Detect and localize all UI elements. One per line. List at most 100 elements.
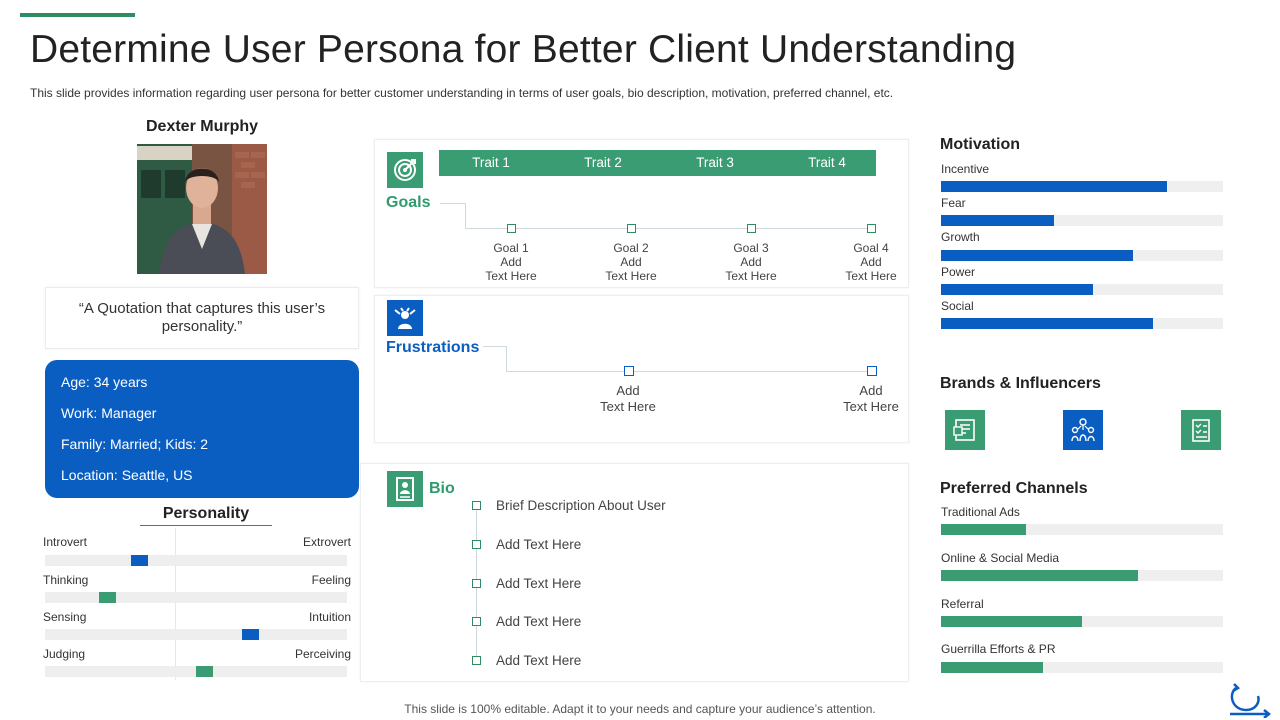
trait-right-label: Feeling <box>311 573 351 587</box>
goals-timeline <box>465 228 872 229</box>
bio-item: Add Text Here <box>496 653 582 668</box>
bio-node <box>472 617 481 626</box>
bio-node <box>472 579 481 588</box>
trait-2-label: Trait 2 <box>584 155 622 170</box>
bio-panel <box>360 463 909 682</box>
accent-bar <box>20 13 135 17</box>
persona-photo <box>137 144 267 274</box>
channel-label: Online & Social Media <box>941 551 1060 565</box>
motivation-bar-fill <box>941 318 1153 329</box>
target-icon <box>387 152 423 188</box>
bio-item: Add Text Here <box>496 614 582 629</box>
motivation-bar <box>941 215 1223 226</box>
goals-connector <box>465 203 466 228</box>
motivation-label: Power <box>941 265 976 279</box>
goal-1-node <box>507 224 516 233</box>
trait-3-label: Trait 3 <box>696 155 734 170</box>
trait-right-label: Perceiving <box>294 647 351 661</box>
personality-underline <box>140 525 272 526</box>
motivation-bar <box>941 284 1223 295</box>
channel-bar-fill <box>941 662 1043 673</box>
trait-marker <box>131 555 148 566</box>
frustration-2-node <box>867 366 877 376</box>
motivation-title: Motivation <box>940 136 1020 153</box>
persona-quote: “A Quotation that captures this user’s p… <box>45 287 359 349</box>
motivation-bar <box>941 318 1223 329</box>
trait-right-label: Extrovert <box>302 535 351 549</box>
frustrations-panel <box>374 295 909 443</box>
trait-left-label: Judging <box>43 647 86 661</box>
frustrations-timeline <box>506 371 872 372</box>
trait-bar <box>439 150 876 176</box>
trait-marker <box>99 592 116 603</box>
brands-title: Brands & Influencers <box>940 375 1101 392</box>
bio-item: Brief Description About User <box>496 498 666 513</box>
bio-item: Add Text Here <box>496 537 582 552</box>
bio-label: Bio <box>429 480 455 497</box>
frustration-1-node <box>624 366 634 376</box>
persona-age: Age: 34 years <box>61 374 148 390</box>
persona-family: Family: Married; Kids: 2 <box>61 436 209 452</box>
goal-3-node <box>747 224 756 233</box>
channel-bar-fill <box>941 616 1082 627</box>
bio-node <box>472 656 481 665</box>
motivation-bar-fill <box>941 215 1054 226</box>
footer-note: This slide is 100% editable. Adapt it to… <box>404 702 876 716</box>
goals-label: Goals <box>386 194 431 211</box>
goals-panel <box>374 139 909 288</box>
goal-2-text: Goal 2 Add Text Here <box>605 241 657 283</box>
trait-right-label: Intuition <box>308 610 351 624</box>
channel-bar-fill <box>941 524 1026 535</box>
persona-info-card: Age: 34 years Work: Manager Family: Marr… <box>45 360 359 498</box>
bio-node <box>472 501 481 510</box>
document-list-icon <box>945 410 985 450</box>
channel-label: Referral <box>941 597 984 611</box>
bio-item: Add Text Here <box>496 576 582 591</box>
bio-document-icon <box>387 471 423 507</box>
channel-bar <box>941 616 1223 627</box>
goal-1-text: Goal 1 Add Text Here <box>485 241 537 283</box>
goal-3-text: Goal 3 Add Text Here <box>725 241 777 283</box>
channel-bar <box>941 524 1223 535</box>
motivation-bar <box>941 250 1223 261</box>
motivation-label: Social <box>941 299 974 313</box>
goal-2-node <box>627 224 636 233</box>
persona-name: Dexter Murphy <box>145 118 259 135</box>
channel-bar-fill <box>941 570 1139 581</box>
motivation-bar <box>941 181 1223 192</box>
goals-connector <box>440 203 465 204</box>
trait-slider <box>45 555 347 566</box>
channel-label: Traditional Ads <box>941 505 1020 519</box>
personality-divider <box>175 528 176 680</box>
people-network-icon <box>1063 410 1103 450</box>
persona-location: Location: Seattle, US <box>61 467 193 483</box>
trait-slider <box>45 629 347 640</box>
frustrations-connector <box>483 346 506 347</box>
channel-bar <box>941 662 1223 673</box>
trait-marker <box>242 629 259 640</box>
motivation-label: Incentive <box>941 162 990 176</box>
page-title: Determine User Persona for Better Client… <box>30 28 1017 71</box>
trait-left-label: Sensing <box>43 610 87 624</box>
trait-left-label: Thinking <box>43 573 89 587</box>
goal-4-node <box>867 224 876 233</box>
trait-slider <box>45 666 347 677</box>
motivation-bar-fill <box>941 181 1167 192</box>
frustration-2-text: Add Text Here <box>843 383 899 414</box>
frustrated-person-icon <box>387 300 423 336</box>
goal-4-text: Goal 4 Add Text Here <box>845 241 897 283</box>
trait-1-label: Trait 1 <box>472 155 510 170</box>
persona-work: Work: Manager <box>61 405 157 421</box>
channel-bar <box>941 570 1223 581</box>
trait-4-label: Trait 4 <box>808 155 846 170</box>
channels-title: Preferred Channels <box>940 480 1088 497</box>
trait-slider <box>45 592 347 603</box>
frustrations-connector <box>506 346 507 371</box>
page-subtitle: This slide provides information regardin… <box>30 86 894 100</box>
frustrations-label: Frustrations <box>386 339 480 356</box>
cycle-arrow-icon <box>1226 680 1272 719</box>
motivation-bar-fill <box>941 284 1094 295</box>
motivation-label: Fear <box>941 196 966 210</box>
checklist-icon <box>1181 410 1221 450</box>
trait-marker <box>196 666 213 677</box>
